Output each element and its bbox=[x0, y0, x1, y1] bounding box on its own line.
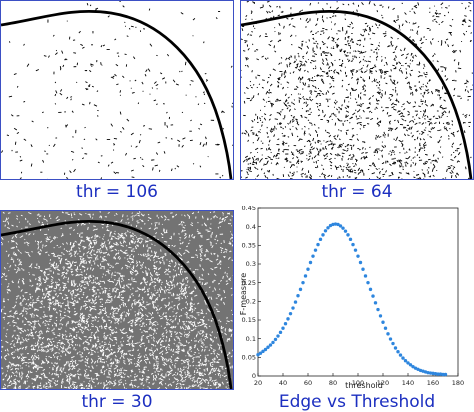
edge-map-thr-106 bbox=[0, 0, 234, 180]
x-tick-label: 140 bbox=[402, 379, 414, 387]
data-point bbox=[359, 261, 362, 264]
data-point bbox=[289, 312, 292, 315]
data-point bbox=[321, 233, 324, 236]
data-point bbox=[379, 314, 382, 317]
x-axis-label: threshold bbox=[345, 381, 383, 390]
data-point bbox=[361, 268, 364, 271]
data-point bbox=[384, 327, 387, 330]
data-point bbox=[396, 350, 399, 353]
y-tick-label: 0.15 bbox=[242, 316, 256, 324]
caption-thr-64: thr = 64 bbox=[240, 182, 474, 202]
edge-map-thr-30 bbox=[0, 210, 234, 390]
data-point bbox=[276, 334, 279, 337]
data-point bbox=[324, 229, 327, 232]
data-point bbox=[271, 341, 274, 344]
y-tick-label: 0.1 bbox=[246, 335, 256, 343]
data-point bbox=[314, 248, 317, 251]
y-tick-label: 0.35 bbox=[242, 242, 256, 250]
data-point bbox=[274, 338, 277, 341]
data-point bbox=[381, 321, 384, 324]
data-point bbox=[344, 229, 347, 232]
data-point bbox=[364, 274, 367, 277]
data-point bbox=[354, 248, 357, 251]
data-point bbox=[386, 332, 389, 335]
data-point bbox=[374, 301, 377, 304]
y-tick-label: 0.3 bbox=[246, 260, 256, 268]
data-point bbox=[316, 243, 319, 246]
data-point bbox=[444, 373, 447, 376]
data-point bbox=[299, 288, 302, 291]
y-tick-label: 0 bbox=[252, 372, 256, 380]
data-point bbox=[281, 327, 284, 330]
data-point bbox=[284, 322, 287, 325]
data-point bbox=[349, 238, 352, 241]
y-axis-label: F-measure bbox=[240, 273, 248, 315]
x-tick-label: 80 bbox=[329, 379, 337, 387]
data-point bbox=[306, 268, 309, 271]
data-point bbox=[371, 294, 374, 297]
data-point bbox=[376, 308, 379, 311]
caption-thr-106: thr = 106 bbox=[0, 182, 234, 202]
edge-map-image bbox=[1, 211, 233, 389]
data-point bbox=[279, 331, 282, 334]
data-point bbox=[341, 226, 344, 229]
data-point bbox=[366, 281, 369, 284]
data-point bbox=[269, 343, 272, 346]
data-point bbox=[296, 294, 299, 297]
data-point bbox=[291, 306, 294, 309]
data-point bbox=[401, 356, 404, 359]
data-point bbox=[311, 254, 314, 257]
data-point bbox=[294, 300, 297, 303]
plot-caption: Edge vs Threshold bbox=[240, 392, 474, 412]
edge-map-image bbox=[1, 1, 233, 179]
data-point bbox=[399, 353, 402, 356]
y-tick-label: 0.4 bbox=[246, 223, 256, 231]
data-point bbox=[389, 337, 392, 340]
y-tick-label: 0.45 bbox=[242, 206, 256, 212]
data-point bbox=[356, 254, 359, 257]
data-point bbox=[304, 274, 307, 277]
data-point bbox=[309, 261, 312, 264]
data-point bbox=[351, 243, 354, 246]
x-tick-label: 160 bbox=[427, 379, 439, 387]
caption-thr-30: thr = 30 bbox=[0, 392, 234, 412]
data-point bbox=[391, 342, 394, 345]
x-tick-label: 60 bbox=[304, 379, 312, 387]
x-tick-label: 180 bbox=[452, 379, 464, 387]
data-point bbox=[286, 317, 289, 320]
data-point bbox=[301, 281, 304, 284]
plot-frame bbox=[258, 208, 458, 376]
data-point bbox=[394, 346, 397, 349]
edge-map-thr-64 bbox=[240, 0, 474, 180]
data-point bbox=[369, 288, 372, 291]
x-tick-label: 40 bbox=[279, 379, 287, 387]
data-point bbox=[319, 238, 322, 241]
edge-map-image bbox=[241, 1, 473, 179]
data-point bbox=[346, 233, 349, 236]
y-tick-label: 0.05 bbox=[242, 354, 256, 362]
